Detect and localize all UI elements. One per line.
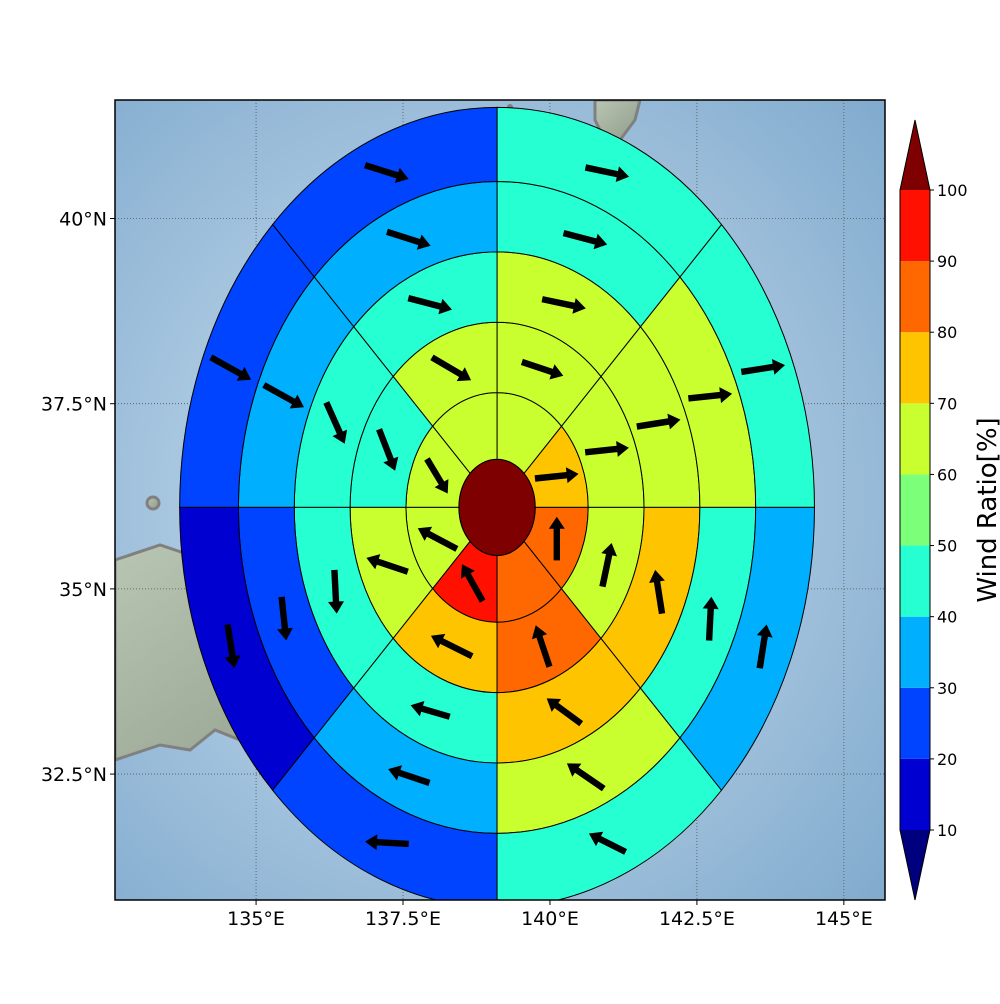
sector-r5-a7 xyxy=(679,506,815,792)
wind-arrow-r4-a0 xyxy=(688,387,733,404)
wind-arrow-r5-a2 xyxy=(364,162,409,183)
wind-arrow-r2-a0 xyxy=(584,441,629,457)
wind-arrow-r5-a6 xyxy=(588,831,628,855)
colorbar-segment-4 xyxy=(900,474,930,546)
y-tick-label-3: 40°N xyxy=(59,209,107,231)
colorbar-segment-5 xyxy=(900,403,930,475)
wind-arrow-r4-a3 xyxy=(262,382,304,409)
wind-arrow-r1-a3 xyxy=(424,457,449,494)
wind-arrow-r2-a1 xyxy=(520,358,564,380)
wind-arrow-r1-a5 xyxy=(460,564,486,603)
wind-arrow-r3-a4 xyxy=(328,569,344,614)
map-area xyxy=(115,100,885,900)
wind-arrow-r3-a6 xyxy=(546,698,584,727)
wind-arrow-r3-a1 xyxy=(541,296,586,314)
wind-arrow-r3-a7 xyxy=(649,569,666,615)
wind-arrow-r5-a4 xyxy=(224,624,241,669)
map-frame xyxy=(114,99,886,901)
colorbar-tick-label-7: 80 xyxy=(937,323,957,342)
wind-arrow-r5-a1 xyxy=(584,164,630,182)
colorbar-label: Wind Ratio[%] xyxy=(973,417,1000,602)
wind-arrow-r2-a7 xyxy=(599,543,617,588)
x-tick-label-1: 137.5°E xyxy=(365,908,441,930)
wind-arrow-r4-a1 xyxy=(562,230,608,250)
wind-arrow-r3-a5 xyxy=(410,701,451,720)
x-tick-label-0: 135°E xyxy=(227,908,285,930)
y-tick-label-2: 37.5°N xyxy=(41,394,107,416)
wind-arrow-r2-a2 xyxy=(430,354,472,382)
colorbar-segment-6 xyxy=(900,332,930,404)
wind-arrow-r2-a4 xyxy=(366,554,409,575)
wind-arrows xyxy=(209,162,785,855)
island-small-1 xyxy=(145,495,161,511)
wind-arrow-r4-a5 xyxy=(388,765,431,786)
wind-arrow-r4-a2 xyxy=(386,228,431,250)
x-tick-label-3: 142.5°E xyxy=(659,908,735,930)
colorbar-segment-2 xyxy=(900,616,930,688)
wind-arrow-r1-a0 xyxy=(534,467,579,484)
wind-arrow-r3-a2 xyxy=(407,295,452,315)
wind-arrow-r1-a7 xyxy=(548,516,565,561)
colorbar-segment-3 xyxy=(900,545,930,617)
wind-arrow-r4-a6 xyxy=(566,763,606,792)
colorbar-tick-label-4: 50 xyxy=(937,537,957,556)
colorbar-tick-label-5: 60 xyxy=(937,465,957,484)
colorbar-tick-label-2: 30 xyxy=(937,679,957,698)
colorbar-segment-0 xyxy=(900,758,930,830)
wind-arrow-r3-a0 xyxy=(636,413,681,430)
colorbar: 10 20 30 40 50 60 70 80 90 100 xyxy=(899,119,968,901)
wind-arrow-r1-a4 xyxy=(417,526,459,552)
wind-arrow-r4-a4 xyxy=(277,596,293,641)
colorbar-tick-label-9: 100 xyxy=(937,181,968,200)
wind-sectors xyxy=(179,106,815,900)
map-axis-ticks: 135°E 137.5°E 140°E 142.5°E 145°E 32.5°N 35°N 3… xyxy=(41,209,873,930)
wind-arrow-r2-a5 xyxy=(430,633,474,660)
colorbar-tick-label-3: 40 xyxy=(937,608,957,627)
colorbar-segment-7 xyxy=(900,261,930,333)
y-tick-label-1: 35°N xyxy=(59,579,107,601)
colorbar-segment-8 xyxy=(900,190,930,262)
wind-arrow-r2-a3 xyxy=(376,428,399,471)
colorbar-tick-label-0: 10 xyxy=(937,821,957,840)
colorbar-tick-label-1: 20 xyxy=(937,750,957,769)
wind-arrow-r4-a7 xyxy=(702,596,719,641)
wind-arrow-r3-a3 xyxy=(323,401,348,444)
x-tick-label-4: 145°E xyxy=(815,908,873,930)
wind-arrow-r2-a6 xyxy=(531,625,553,668)
wind-arrow-r5-a3 xyxy=(209,354,252,381)
wind-arrow-r5-a0 xyxy=(740,359,785,376)
colorbar-segment-1 xyxy=(900,687,930,759)
y-tick-label-0: 32.5°N xyxy=(41,764,107,786)
colorbar-over-extension xyxy=(900,120,930,190)
colorbar-tick-label-8: 90 xyxy=(937,252,957,271)
wind-arrow-r5-a7 xyxy=(756,624,773,669)
colorbar-under-extension xyxy=(900,830,930,900)
wind-arrow-r5-a5 xyxy=(365,834,409,851)
colorbar-tick-label-6: 70 xyxy=(937,394,957,413)
x-tick-label-2: 140°E xyxy=(521,908,579,930)
